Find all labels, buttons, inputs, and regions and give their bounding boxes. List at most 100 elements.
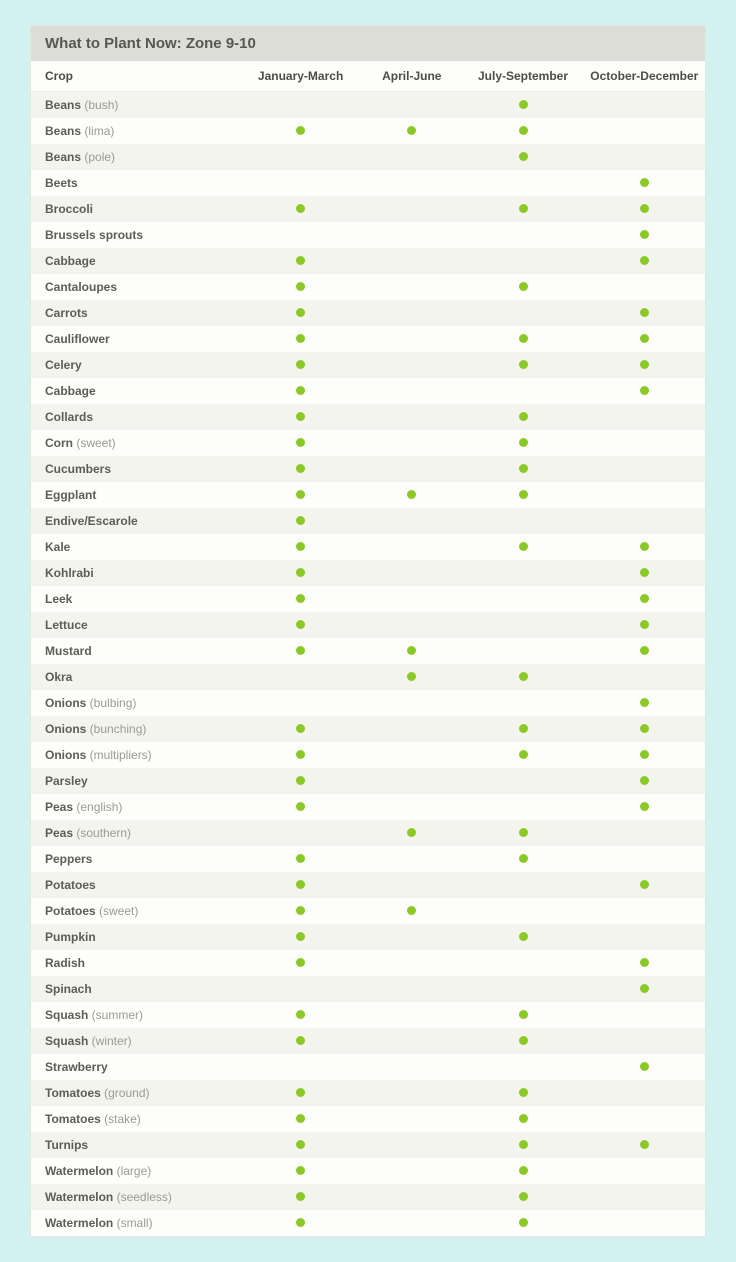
- period-cell: [361, 222, 462, 248]
- dot-icon: [296, 1088, 305, 1097]
- period-cell: [584, 1132, 705, 1158]
- dot-icon: [640, 360, 649, 369]
- table-row: Eggplant: [31, 482, 705, 508]
- period-cell: [584, 170, 705, 196]
- dot-icon: [296, 568, 305, 577]
- period-cell: [361, 742, 462, 768]
- period-cell: [462, 1106, 583, 1132]
- period-cell: [462, 352, 583, 378]
- period-cell: [584, 820, 705, 846]
- dot-icon: [296, 932, 305, 941]
- panel-title: What to Plant Now: Zone 9-10: [31, 26, 705, 61]
- period-cell: [361, 950, 462, 976]
- crop-name-cell: Celery: [31, 352, 240, 378]
- crop-name-cell: Beans (lima): [31, 118, 240, 144]
- period-cell: [584, 92, 705, 118]
- period-cell: [584, 1106, 705, 1132]
- period-cell: [240, 1054, 361, 1080]
- dot-icon: [296, 1166, 305, 1175]
- dot-icon: [640, 724, 649, 733]
- table-row: Kale: [31, 534, 705, 560]
- crop-name-cell: Peppers: [31, 846, 240, 872]
- period-cell: [240, 248, 361, 274]
- period-cell: [361, 664, 462, 690]
- dot-icon: [296, 282, 305, 291]
- period-cell: [584, 1054, 705, 1080]
- period-cell: [462, 560, 583, 586]
- dot-icon: [519, 672, 528, 681]
- period-cell: [361, 638, 462, 664]
- period-cell: [361, 1080, 462, 1106]
- period-cell: [361, 586, 462, 612]
- period-cell: [240, 456, 361, 482]
- period-cell: [584, 690, 705, 716]
- period-cell: [240, 508, 361, 534]
- crop-name-cell: Cabbage: [31, 248, 240, 274]
- dot-icon: [640, 776, 649, 785]
- crop-name-cell: Brussels sprouts: [31, 222, 240, 248]
- period-cell: [361, 820, 462, 846]
- period-cell: [240, 1158, 361, 1184]
- crop-variety: (english): [73, 800, 122, 814]
- table-row: Beets: [31, 170, 705, 196]
- period-cell: [361, 768, 462, 794]
- period-cell: [240, 326, 361, 352]
- dot-icon: [519, 1192, 528, 1201]
- period-cell: [361, 300, 462, 326]
- table-row: Watermelon (small): [31, 1210, 705, 1236]
- dot-icon: [407, 490, 416, 499]
- period-cell: [361, 326, 462, 352]
- period-cell: [462, 300, 583, 326]
- table-row: Brussels sprouts: [31, 222, 705, 248]
- crop-name-cell: Cantaloupes: [31, 274, 240, 300]
- table-row: Beans (lima): [31, 118, 705, 144]
- period-cell: [462, 430, 583, 456]
- dot-icon: [296, 334, 305, 343]
- period-cell: [462, 534, 583, 560]
- period-cell: [462, 950, 583, 976]
- period-cell: [584, 846, 705, 872]
- crop-name-cell: Okra: [31, 664, 240, 690]
- dot-icon: [519, 490, 528, 499]
- period-cell: [240, 690, 361, 716]
- period-cell: [462, 768, 583, 794]
- dot-icon: [519, 1114, 528, 1123]
- period-cell: [584, 768, 705, 794]
- period-cell: [240, 586, 361, 612]
- period-cell: [584, 248, 705, 274]
- period-cell: [462, 482, 583, 508]
- period-cell: [462, 274, 583, 300]
- dot-icon: [296, 802, 305, 811]
- crop-name-cell: Onions (bulbing): [31, 690, 240, 716]
- period-cell: [240, 820, 361, 846]
- period-cell: [240, 92, 361, 118]
- crop-name-cell: Beans (bush): [31, 92, 240, 118]
- period-cell: [240, 378, 361, 404]
- dot-icon: [519, 334, 528, 343]
- table-row: Strawberry: [31, 1054, 705, 1080]
- crop-name-cell: Endive/Escarole: [31, 508, 240, 534]
- period-cell: [240, 976, 361, 1002]
- dot-icon: [296, 438, 305, 447]
- crop-variety: (stake): [101, 1112, 141, 1126]
- period-cell: [240, 638, 361, 664]
- period-cell: [584, 508, 705, 534]
- dot-icon: [296, 542, 305, 551]
- period-cell: [584, 1080, 705, 1106]
- period-cell: [584, 196, 705, 222]
- period-cell: [462, 1054, 583, 1080]
- dot-icon: [640, 1062, 649, 1071]
- dot-icon: [640, 256, 649, 265]
- table-row: Spinach: [31, 976, 705, 1002]
- period-cell: [584, 664, 705, 690]
- dot-icon: [296, 204, 305, 213]
- dot-icon: [296, 906, 305, 915]
- dot-icon: [296, 750, 305, 759]
- dot-icon: [640, 542, 649, 551]
- crop-name-cell: Watermelon (small): [31, 1210, 240, 1236]
- period-cell: [240, 404, 361, 430]
- dot-icon: [519, 750, 528, 759]
- table-row: Peas (southern): [31, 820, 705, 846]
- period-cell: [361, 196, 462, 222]
- period-cell: [240, 170, 361, 196]
